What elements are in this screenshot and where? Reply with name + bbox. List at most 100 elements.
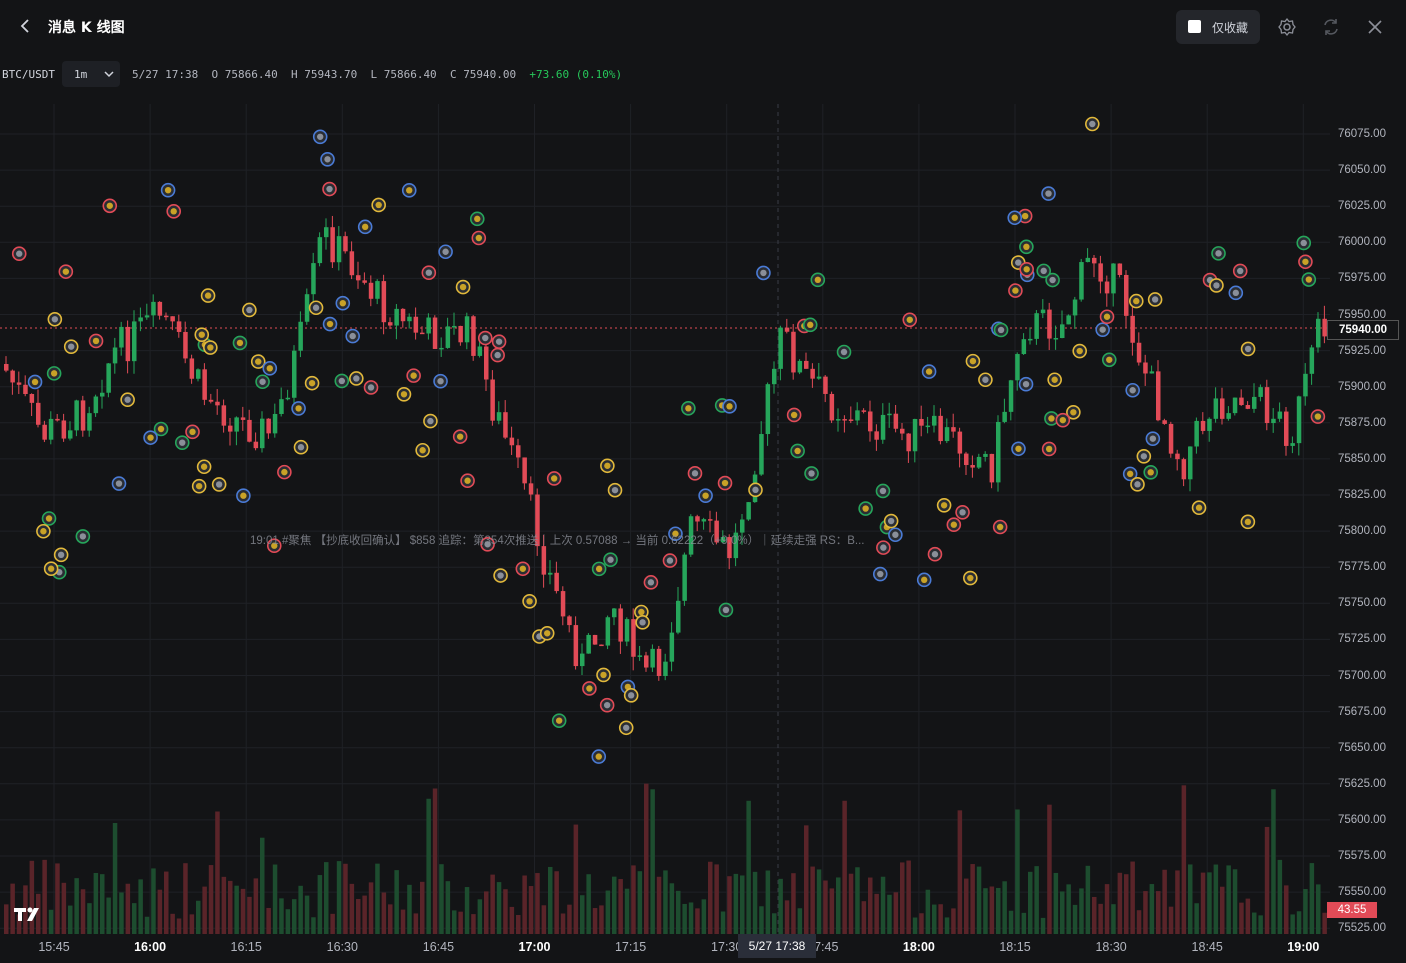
volume-bar [1194, 903, 1199, 934]
candle-body [55, 418, 60, 421]
volume-bar [74, 878, 79, 934]
volume-bar [695, 908, 700, 934]
volume-bar [420, 881, 425, 934]
price-tick: 75875.00 [1338, 416, 1386, 429]
candle-body [1098, 263, 1103, 282]
news-marker-dot [198, 331, 205, 338]
news-marker-dot [1021, 212, 1029, 220]
volume-bar [720, 911, 726, 934]
candle-body [189, 358, 195, 379]
favorites-only-toggle[interactable]: 仅收藏 [1176, 10, 1260, 44]
news-marker-dot [982, 376, 989, 383]
candle-body [170, 316, 175, 322]
news-marker-dot [595, 753, 602, 760]
candle-body [612, 608, 617, 618]
volume-bar [823, 880, 828, 934]
news-marker-dot [51, 316, 59, 323]
news-marker-dot [425, 269, 433, 276]
price-tick: 75600.00 [1338, 813, 1386, 826]
price-tick: 75800.00 [1338, 525, 1386, 538]
candle-body [1181, 459, 1187, 480]
candle-body [1207, 418, 1212, 431]
favorites-label: 仅收藏 [1212, 21, 1249, 35]
candle-body [893, 413, 899, 429]
volume-bar [317, 875, 323, 934]
volume-bar [253, 878, 259, 934]
candle-body [80, 400, 86, 431]
candlestick-chart[interactable] [0, 104, 1330, 934]
candle-body [16, 382, 22, 385]
candle-body [298, 321, 303, 351]
price-axis[interactable]: 76075.00 76050.00 76025.00 76000.00 75975.00… [1330, 104, 1406, 934]
close-icon[interactable] [1365, 17, 1385, 37]
candle-body [1008, 380, 1014, 412]
interval-select[interactable]: 1m [62, 61, 120, 87]
candle-body [1264, 387, 1270, 424]
news-marker-dot [195, 482, 203, 490]
news-marker-dot [1133, 297, 1140, 305]
volume-bar [349, 883, 355, 934]
news-marker-dot [1300, 239, 1307, 247]
volume-bar [477, 899, 483, 934]
news-marker-dot [339, 299, 347, 307]
volume-bar [336, 861, 342, 934]
volume-bar [484, 891, 489, 934]
chevron-left-icon[interactable] [16, 16, 36, 36]
price-tick: 76075.00 [1338, 128, 1386, 140]
volume-bar [1316, 884, 1321, 934]
candle-body [490, 379, 495, 421]
volume-bar [548, 866, 553, 934]
price-tick: 76025.00 [1338, 200, 1386, 213]
news-marker-dot [68, 343, 75, 350]
volume-bar [612, 876, 617, 934]
news-marker-dot [862, 505, 869, 512]
volume-bar [112, 822, 118, 934]
top-bar: 消息 K 线图 仅收藏 [0, 0, 1406, 54]
volume-bar [938, 904, 943, 934]
volume-bar [1207, 872, 1212, 934]
gear-icon[interactable] [1277, 17, 1297, 37]
news-marker-dot [940, 502, 948, 509]
favorites-checkbox[interactable] [1188, 20, 1201, 33]
volume-bar [36, 893, 41, 934]
volume-bar [1188, 864, 1193, 934]
volume-bar [279, 898, 284, 934]
volume-bar [1245, 898, 1251, 934]
refresh-icon[interactable] [1321, 17, 1341, 37]
news-marker-dot [906, 316, 913, 323]
candle-body [650, 648, 655, 668]
news-marker-dot [1015, 445, 1022, 452]
volume-bar [215, 811, 220, 934]
time-axis[interactable]: 15:45 16:00 16:15 16:30 16:45 17:00 17:15 17:30… [0, 934, 1330, 963]
volume-bar [1130, 861, 1135, 934]
news-marker-dot [519, 565, 527, 572]
volume-bar [682, 903, 687, 934]
volume-bar [912, 917, 918, 934]
news-marker-dot [752, 486, 759, 494]
volume-bar [304, 895, 310, 934]
news-marker-dot [494, 351, 501, 359]
news-marker-dot [406, 187, 413, 194]
news-marker-dot [484, 541, 491, 548]
price-tick: 75675.00 [1338, 705, 1386, 718]
volume-bar [1092, 896, 1097, 934]
candle-body [388, 322, 393, 326]
volume-bar [48, 909, 54, 934]
news-marker-dot [666, 557, 674, 564]
news-marker-dot [45, 515, 53, 522]
news-marker-dot [1147, 469, 1154, 476]
volume-bar [868, 877, 873, 934]
news-marker-dot [1023, 243, 1030, 251]
candle-body [1200, 420, 1206, 431]
symbol-info-bar: BTC/USDT 1m 5/27 17:38 O 75866.40 H 7594… [0, 58, 1406, 90]
volume-bar [183, 863, 188, 934]
volume-bar [375, 863, 380, 934]
news-marker-dot [1134, 481, 1141, 488]
candle-body [503, 412, 508, 438]
news-marker-dot [106, 202, 113, 209]
volume-bar [343, 863, 348, 934]
candle-body [400, 308, 406, 322]
news-marker-dot [497, 572, 504, 579]
candle-body [733, 532, 739, 559]
volume-bar [554, 871, 559, 934]
